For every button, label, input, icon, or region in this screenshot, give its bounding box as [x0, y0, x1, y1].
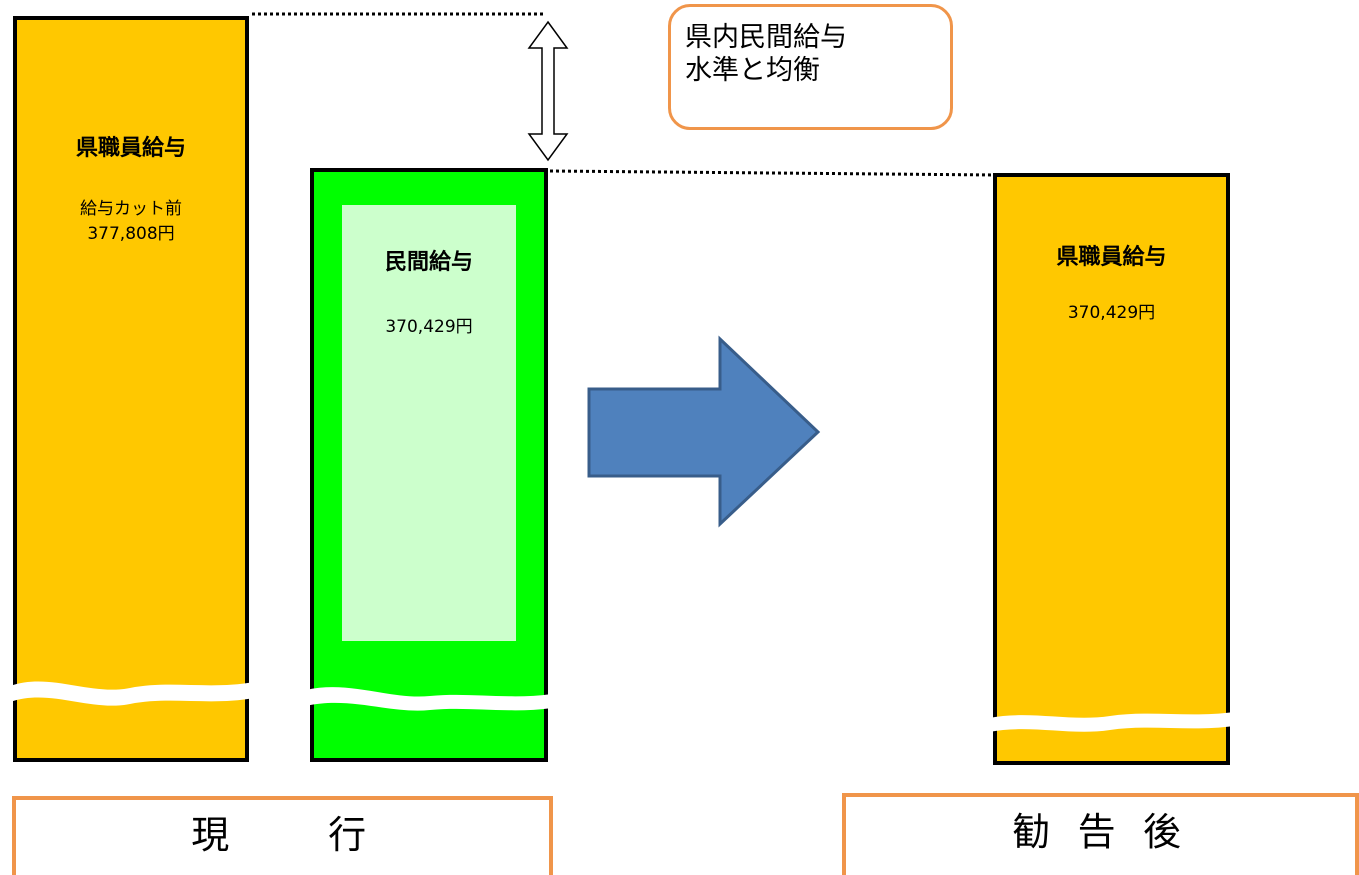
- after-recommendation-label-box: 勧 告 後: [842, 793, 1359, 875]
- current-staff-salary-note: 給与カット前: [80, 199, 182, 219]
- private-salary-value: 370,429円: [385, 317, 473, 337]
- private-salary-title: 民間給与: [384, 250, 473, 275]
- current-staff-salary-value: 377,808円: [87, 224, 175, 244]
- current-staff-salary-bar: 県職員給与 給与カット前 377,808円: [13, 16, 249, 762]
- private-salary-inner-panel: [342, 205, 516, 641]
- gap-double-arrow-icon: [527, 20, 569, 162]
- private-level-dotted-line: [549, 169, 996, 177]
- current-staff-salary-title: 県職員給与: [75, 136, 186, 161]
- after-staff-salary-value: 370,429円: [1067, 303, 1156, 323]
- after-bar-break-wave: [989, 712, 1234, 732]
- current-label: 現 行: [191, 813, 374, 857]
- after-staff-salary-bar: 県職員給与 370,429円: [993, 173, 1230, 765]
- callout-line-2: 水準と均衡: [685, 55, 820, 86]
- after-staff-salary-title: 県職員給与: [1056, 245, 1167, 270]
- current-bar-break-wave: [10, 681, 254, 706]
- private-salary-balance-callout: 県内民間給与 水準と均衡: [668, 4, 953, 130]
- after-recommendation-label: 勧 告 後: [1012, 810, 1189, 854]
- callout-line-1: 県内民間給与: [685, 22, 847, 53]
- right-arrow-icon: [587, 335, 821, 528]
- private-bar-break-wave: [306, 687, 552, 711]
- current-label-box: 現 行: [12, 796, 553, 875]
- private-salary-bar: 民間給与 370,429円: [310, 168, 548, 762]
